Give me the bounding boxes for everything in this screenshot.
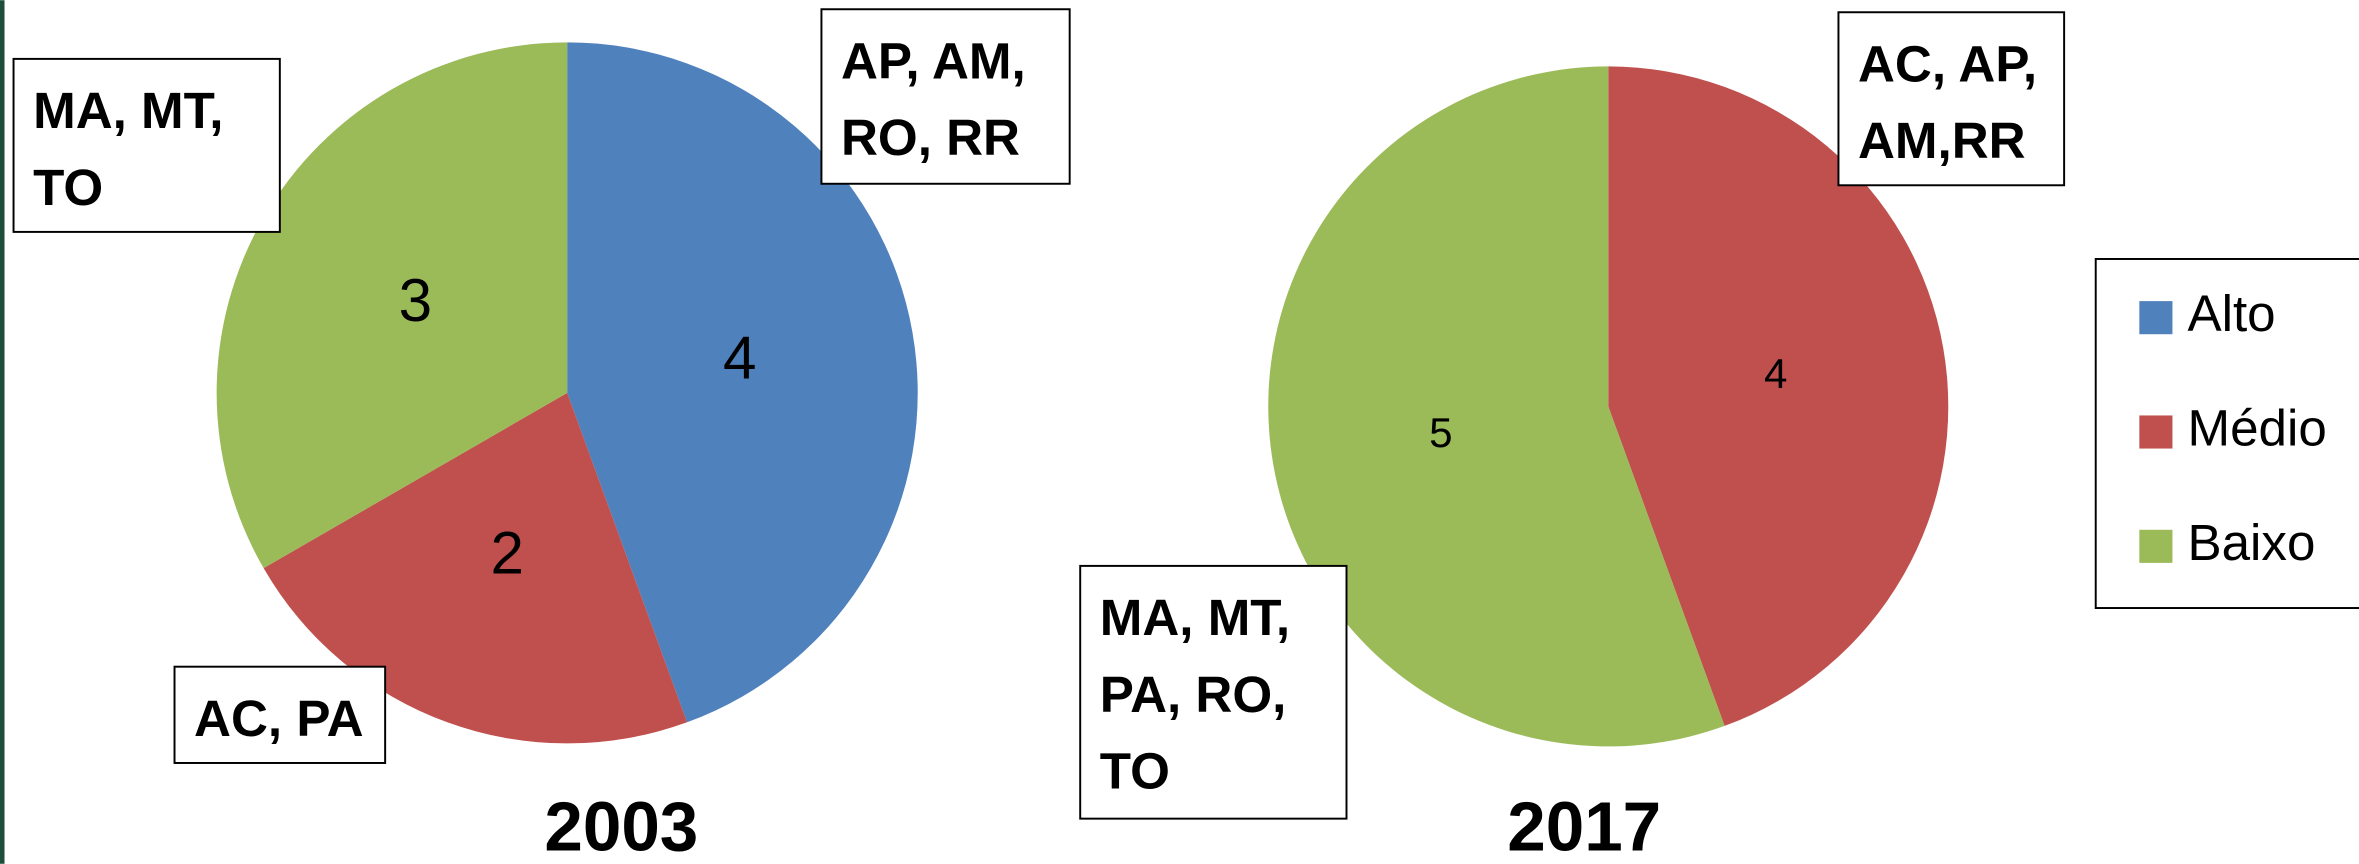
legend-swatch [2139,529,2173,563]
chart-title: 2017 [1507,787,1661,864]
annotation-box [820,8,1071,185]
annotation-box [1079,564,1348,820]
annotation-line: TO [1100,743,1170,800]
legend-swatch [2139,415,2173,449]
annotation-box [12,57,281,233]
annotation-line: PA, RO, [1100,666,1287,723]
legend-label: Baixo [2187,514,2315,571]
value-label: 5 [1429,409,1452,456]
value-label: 4 [1764,350,1787,397]
pie-slice [1268,66,1725,747]
annotation-line: RO, RR [841,109,1020,166]
pie-slice [216,42,568,569]
annotation-line: TO [33,159,103,216]
annotation: MA, MT, PA, RO, TO [1100,589,1290,799]
annotation-line: MA, MT, [33,82,223,139]
legend-label: Médio [2187,400,2326,457]
legend-swatch [2139,301,2173,335]
annotation-box [173,665,387,764]
chart-title: 2003 [544,787,698,864]
pie-slice [567,42,918,723]
annotation-line: AC, AP, [1858,35,2037,92]
value-label: 2 [491,519,524,586]
annotation-line: MA, MT, [1100,589,1290,646]
value-label: 3 [399,267,432,334]
pie-slice [263,392,688,744]
pie-slice [1608,66,1949,726]
edge-bar [0,0,5,864]
legend-label: Alto [2187,285,2275,342]
annotation: AP, AM, RO, RR [841,32,1026,166]
annotation-box [1837,11,2066,187]
annotation-line: AC, PA [194,690,364,747]
value-label: 4 [723,324,756,391]
annotation: AC, AP, AM,RR [1858,35,2037,169]
annotation-line: AP, AM, [841,32,1026,89]
annotation-line: AM,RR [1858,112,2026,169]
annotation: AC, PA [194,690,364,747]
annotation: MA, MT, TO [33,82,223,216]
